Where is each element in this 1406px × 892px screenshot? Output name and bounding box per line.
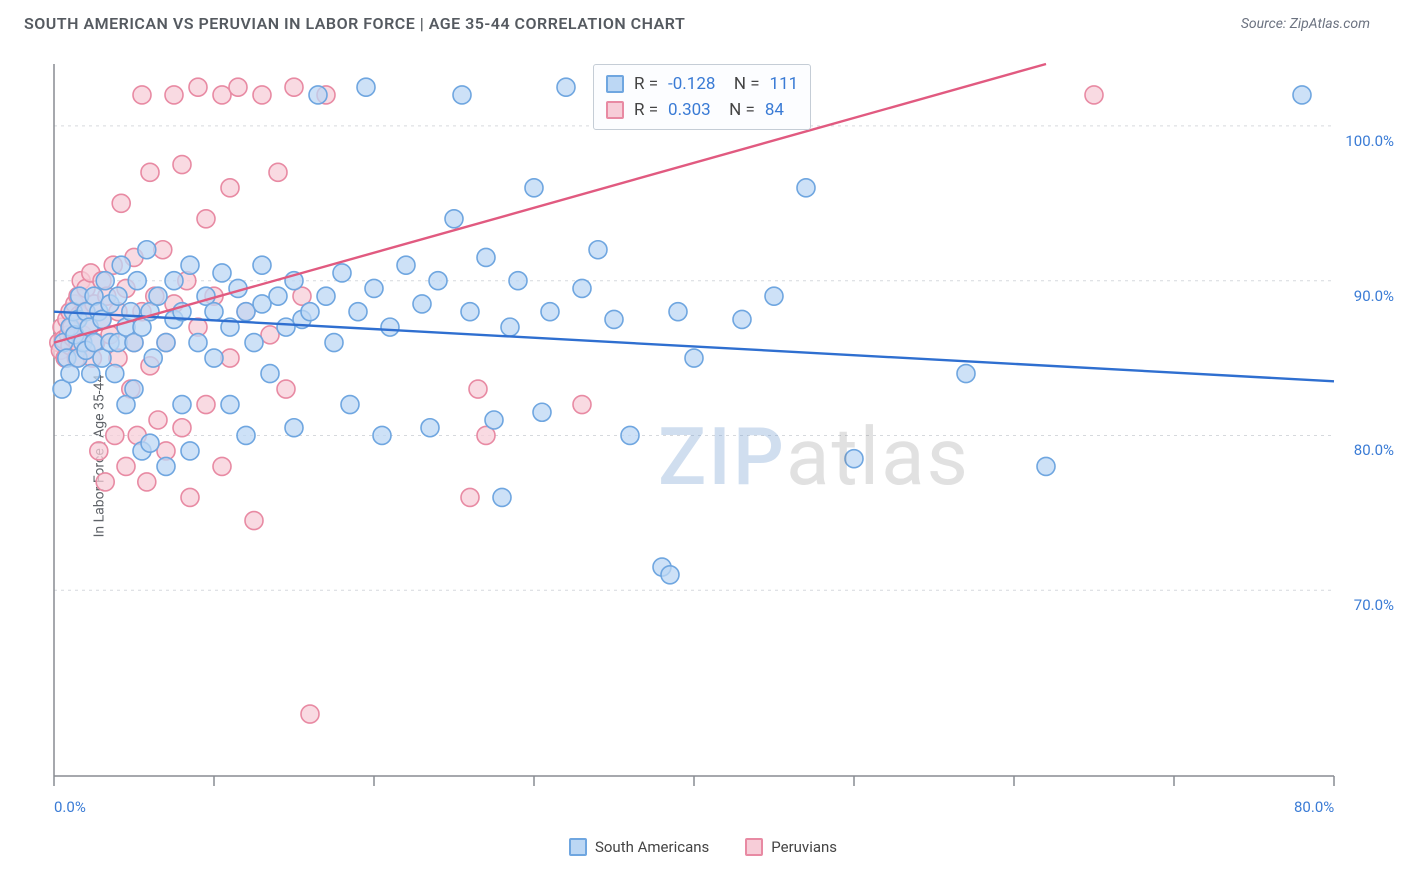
x-tick-label: 0.0% xyxy=(54,798,86,816)
y-tick-label: 70.0% xyxy=(1354,596,1394,614)
r-value-pe: 0.303 xyxy=(668,100,711,120)
legend-swatch-sa xyxy=(606,75,624,93)
chart-container: In Labor Force | Age 35-44 ZIPatlas R = … xyxy=(0,50,1406,862)
x-tick-label: 80.0% xyxy=(1294,798,1334,816)
legend-swatch-pe xyxy=(606,101,624,119)
legend-swatch-sa-bottom xyxy=(569,838,587,856)
legend-row-sa: R = -0.128 N = 111 xyxy=(606,71,798,97)
series-legend: South Americans Peruvians xyxy=(0,832,1406,862)
legend-label-sa: South Americans xyxy=(595,838,709,856)
chart-title: SOUTH AMERICAN VS PERUVIAN IN LABOR FORC… xyxy=(24,14,685,33)
legend-swatch-pe-bottom xyxy=(745,838,763,856)
y-tick-label: 80.0% xyxy=(1354,441,1394,459)
n-value-sa: 111 xyxy=(770,74,799,94)
r-value-sa: -0.128 xyxy=(668,74,715,94)
n-value-pe: 84 xyxy=(765,100,784,120)
y-tick-label: 100.0% xyxy=(1345,132,1394,150)
scatter-plot: ZIPatlas R = -0.128 N = 111 R = 0.303 N … xyxy=(48,60,1388,820)
plot-svg xyxy=(48,60,1388,820)
legend-label-pe: Peruvians xyxy=(771,838,837,856)
legend-item-pe: Peruvians xyxy=(745,838,837,856)
correlation-legend: R = -0.128 N = 111 R = 0.303 N = 84 xyxy=(593,64,811,130)
legend-item-sa: South Americans xyxy=(569,838,709,856)
legend-row-pe: R = 0.303 N = 84 xyxy=(606,97,798,123)
source-attribution: Source: ZipAtlas.com xyxy=(1241,16,1370,32)
y-tick-label: 90.0% xyxy=(1354,287,1394,305)
